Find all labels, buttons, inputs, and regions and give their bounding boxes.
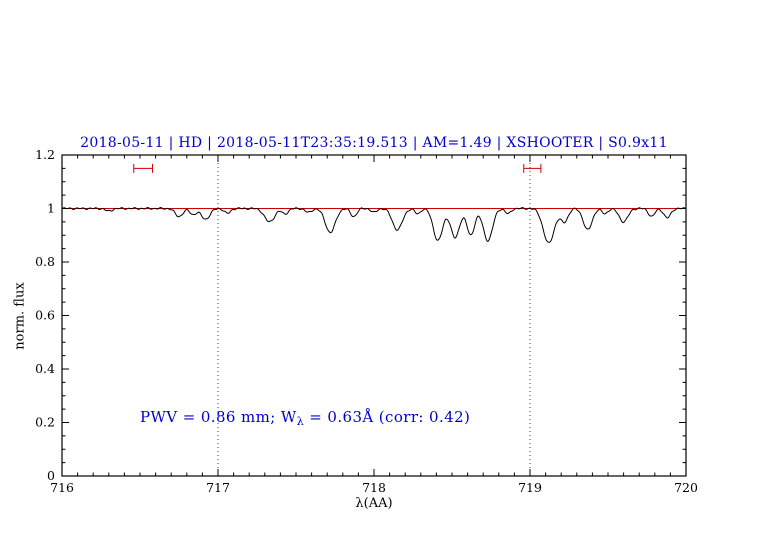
y-axis-label: norm. flux	[12, 282, 28, 350]
svg-text:0.8: 0.8	[35, 254, 55, 269]
svg-text:0: 0	[47, 468, 55, 483]
svg-text:0.6: 0.6	[35, 308, 55, 323]
svg-text:1: 1	[47, 201, 55, 216]
svg-text:720: 720	[674, 480, 698, 495]
svg-text:0.4: 0.4	[35, 361, 55, 376]
svg-text:717: 717	[206, 480, 230, 495]
x-axis-label: λ(AA)	[355, 496, 393, 511]
annotation-text-pre: PWV = 0.86 mm; W	[140, 408, 297, 426]
plot-title: 2018-05-11 | HD | 2018-05-11T23:35:19.51…	[80, 135, 668, 151]
annotation-lambda-subscript: λ	[296, 415, 305, 428]
svg-text:1.2: 1.2	[35, 147, 55, 162]
svg-text:718: 718	[362, 480, 386, 495]
annotation-text-post: = 0.63Å (corr: 0.42)	[304, 408, 471, 426]
svg-text:719: 719	[518, 480, 542, 495]
svg-text:716: 716	[50, 480, 74, 495]
pwv-annotation: PWV = 0.86 mm; Wλ = 0.63Å (corr: 0.42)	[140, 408, 470, 428]
svg-text:0.2: 0.2	[35, 415, 55, 430]
